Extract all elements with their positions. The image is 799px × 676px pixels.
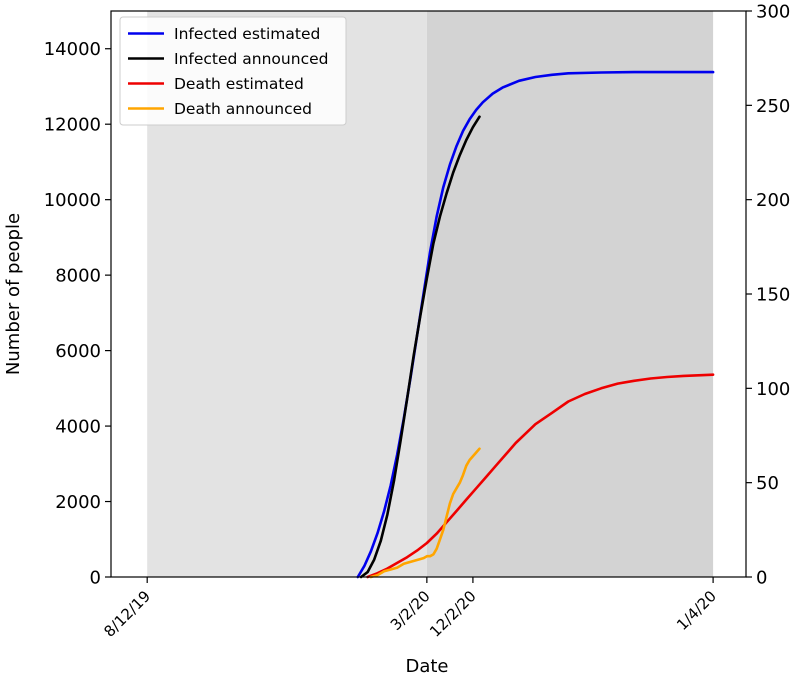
y-axis-title: Number of people <box>3 213 24 375</box>
right-y-tick-label: 150 <box>756 285 790 306</box>
legend: Infected estimated Infected announced Deat… <box>119 16 347 126</box>
legend-label: Infected announced <box>174 50 328 68</box>
series-lines <box>356 70 715 579</box>
series-line-3 <box>366 373 715 579</box>
left-y-tick-label: 14000 <box>44 39 101 60</box>
right-y-tick-label: 300 <box>756 2 790 23</box>
left-y-tick-label: 2000 <box>55 492 101 513</box>
legend-label: Death estimated <box>174 75 304 93</box>
left-y-tick-label: 8000 <box>55 266 101 287</box>
series-line-4 <box>369 447 481 579</box>
right-y-axis: 0 50 100 150 200 250 300 <box>746 2 790 589</box>
left-y-tick-label: 12000 <box>44 115 101 136</box>
x-tick-label: 8/12/19 <box>100 587 154 641</box>
right-y-tick-label: 50 <box>756 473 779 494</box>
right-y-tick-label: 100 <box>756 379 790 400</box>
background-band-2 <box>426 11 714 577</box>
series-line-1 <box>356 70 715 579</box>
right-y-tick-label: 200 <box>756 190 790 211</box>
legend-label: Infected estimated <box>174 25 320 43</box>
right-y-tick-label: 0 <box>756 568 767 589</box>
left-y-tick-label: 6000 <box>55 341 101 362</box>
x-axis-title: Date <box>405 656 448 676</box>
x-tick-label: 12/2/20 <box>426 587 480 641</box>
legend-box <box>119 16 347 126</box>
left-y-tick-label: 0 <box>90 568 101 589</box>
right-y-tick-label: 250 <box>756 96 790 117</box>
legend-label: Death announced <box>174 100 312 118</box>
left-y-tick-label: 4000 <box>55 417 101 438</box>
left-y-tick-label: 10000 <box>44 190 101 211</box>
series-line-2 <box>359 115 481 579</box>
left-y-axis: 0 2000 4000 6000 8000 10000 12000 14000 <box>44 39 111 589</box>
x-tick-label: 1/4/20 <box>673 587 720 634</box>
